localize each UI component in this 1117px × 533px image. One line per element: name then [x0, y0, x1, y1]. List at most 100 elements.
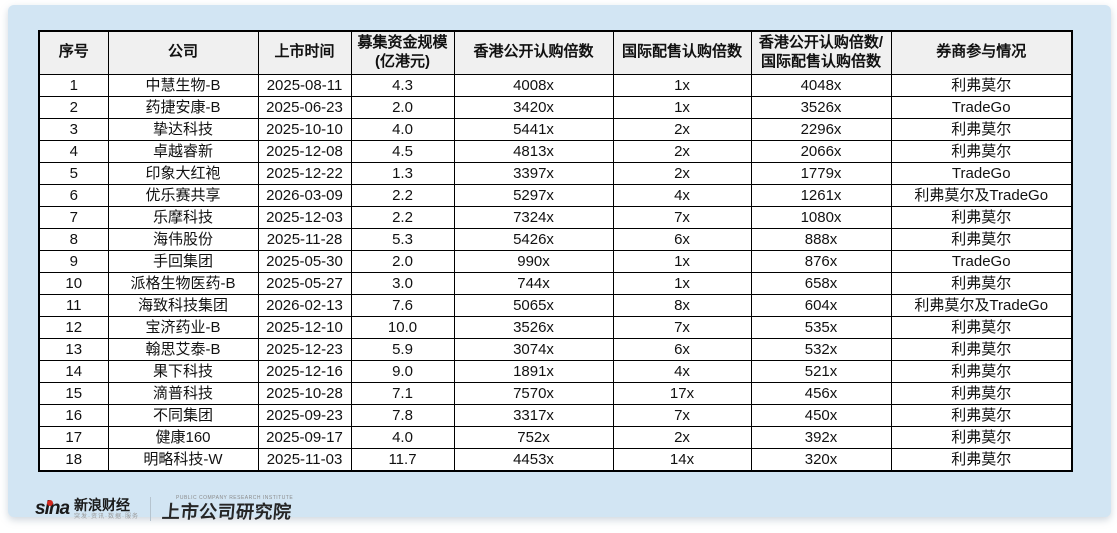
cell: 派格生物医药-B [107, 271, 259, 295]
table-row: 3 挚达科技 2025-10-10 4.0 5441x 2x 2296x 利弗莫尔 [38, 117, 1073, 141]
cell: 6x [612, 337, 752, 361]
cell: 3526x [750, 95, 892, 119]
cell: 2.0 [350, 95, 455, 119]
cell: 535x [750, 315, 892, 339]
cell: 2025-12-10 [257, 315, 352, 339]
cell: 中慧生物-B [107, 73, 259, 97]
cell: 5297x [453, 183, 614, 207]
cell: 2025-12-23 [257, 337, 352, 361]
cell: 658x [750, 271, 892, 295]
table-row: 7 乐摩科技 2025-12-03 2.2 7324x 7x 1080x 利弗莫尔 [38, 205, 1073, 229]
cell: 2025-12-03 [257, 205, 352, 229]
cell: 2.2 [350, 205, 455, 229]
cell: 9.0 [350, 359, 455, 383]
institute-english-text: PUBLIC COMPANY RESEARCH INSTITUTE [176, 495, 294, 501]
cell: 6x [612, 227, 752, 251]
cell: 2025-09-23 [257, 403, 352, 427]
cell: 滴普科技 [107, 381, 259, 405]
sina-brand-text: 新浪财经 [74, 496, 131, 513]
cell: 990x [453, 249, 614, 273]
header-row: 序号 公司 上市时间 募集资金规模 (亿港元) 香港公开认购倍数 国际配售认购倍数 香港公开… [38, 30, 1073, 75]
footer-logos: sina 新浪财经 突发·资讯·数据·服务 PUBLIC COMPANY RES… [35, 493, 293, 525]
cell: 456x [750, 381, 892, 405]
cell: 1 [38, 73, 109, 97]
column-header: 券商参与情况 [890, 30, 1073, 75]
cell: 2025-06-23 [257, 95, 352, 119]
cell: 2025-10-28 [257, 381, 352, 405]
table-row: 6 优乐赛共享 2026-03-09 2.2 5297x 4x 1261x 利弗莫尔及Trad… [38, 183, 1073, 207]
cell: 利弗莫尔及TradeGo [890, 293, 1073, 317]
cell: 5426x [453, 227, 614, 251]
cell: 果下科技 [107, 359, 259, 383]
cell: 1x [612, 95, 752, 119]
cell: 10.0 [350, 315, 455, 339]
cell: 888x [750, 227, 892, 251]
cell: 利弗莫尔 [890, 205, 1073, 229]
column-header: 公司 [107, 30, 259, 75]
table-row: 12 宝济药业-B 2025-12-10 10.0 3526x 7x 535x 利弗莫尔 [38, 315, 1073, 339]
cell: 4453x [453, 447, 614, 471]
cell: 12 [38, 315, 109, 339]
cell: 532x [750, 337, 892, 361]
cell: 2025-11-28 [257, 227, 352, 251]
cell: 1261x [750, 183, 892, 207]
cell: 1x [612, 249, 752, 273]
cell: 2.0 [350, 249, 455, 273]
table-row: 10 派格生物医药-B 2025-05-27 3.0 744x 1x 658x 利弗莫尔 [38, 271, 1073, 295]
cell: 604x [750, 293, 892, 317]
cell: 海致科技集团 [107, 293, 259, 317]
cell: 17 [38, 425, 109, 449]
cell: 手回集团 [107, 249, 259, 273]
cell: 3.0 [350, 271, 455, 295]
cell: 3397x [453, 161, 614, 185]
cell: 2025-12-22 [257, 161, 352, 185]
cell: 521x [750, 359, 892, 383]
cell: 13 [38, 337, 109, 361]
ipo-subscription-table: 序号 公司 上市时间 募集资金规模 (亿港元) 香港公开认购倍数 国际配售认购倍数 香港公开… [38, 30, 1073, 472]
cell: 1779x [750, 161, 892, 185]
research-institute-logo: PUBLIC COMPANY RESEARCH INSTITUTE 上市公司研究… [161, 495, 294, 523]
table-row: 4 卓越睿新 2025-12-08 4.5 4813x 2x 2066x 利弗莫尔 [38, 139, 1073, 163]
cell: 4048x [750, 73, 892, 97]
cell: 2x [612, 139, 752, 163]
cell: 7.6 [350, 293, 455, 317]
sina-red-eye-icon [47, 500, 53, 507]
cell: 10 [38, 271, 109, 295]
cell: 利弗莫尔 [890, 403, 1073, 427]
cell: 2025-10-10 [257, 117, 352, 141]
cell: 2x [612, 161, 752, 185]
table-row: 13 翰思艾泰-B 2025-12-23 5.9 3074x 6x 532x 利弗莫尔 [38, 337, 1073, 361]
cell: 2025-12-16 [257, 359, 352, 383]
cell: 3526x [453, 315, 614, 339]
cell: 健康160 [107, 425, 259, 449]
cell: 2 [38, 95, 109, 119]
cell: 卓越睿新 [107, 139, 259, 163]
table-row: 16 不同集团 2025-09-23 7.8 3317x 7x 450x 利弗莫尔 [38, 403, 1073, 427]
table-row: 11 海致科技集团 2026-02-13 7.6 5065x 8x 604x 利弗莫尔及Tra… [38, 293, 1073, 317]
cell: 4.0 [350, 425, 455, 449]
cell: 744x [453, 271, 614, 295]
logo-divider [150, 497, 152, 521]
cell: 6 [38, 183, 109, 207]
cell: 7 [38, 205, 109, 229]
cell: 7570x [453, 381, 614, 405]
cell: 利弗莫尔 [890, 381, 1073, 405]
column-header: 募集资金规模 (亿港元) [350, 30, 455, 75]
cell: 5.3 [350, 227, 455, 251]
table-row: 2 药捷安康-B 2025-06-23 2.0 3420x 1x 3526x TradeGo [38, 95, 1073, 119]
cell: 7.8 [350, 403, 455, 427]
cell: 9 [38, 249, 109, 273]
cell: 1x [612, 73, 752, 97]
cell: 2.2 [350, 183, 455, 207]
cell: 15 [38, 381, 109, 405]
cell: 1.3 [350, 161, 455, 185]
cell: TradeGo [890, 161, 1073, 185]
cell: 2025-11-03 [257, 447, 352, 471]
table-row: 14 果下科技 2025-12-16 9.0 1891x 4x 521x 利弗莫尔 [38, 359, 1073, 383]
cell: 4x [612, 183, 752, 207]
cell: 8 [38, 227, 109, 251]
cell: 7.1 [350, 381, 455, 405]
cell: 利弗莫尔及TradeGo [890, 183, 1073, 207]
cell: 利弗莫尔 [890, 337, 1073, 361]
cell: 翰思艾泰-B [107, 337, 259, 361]
